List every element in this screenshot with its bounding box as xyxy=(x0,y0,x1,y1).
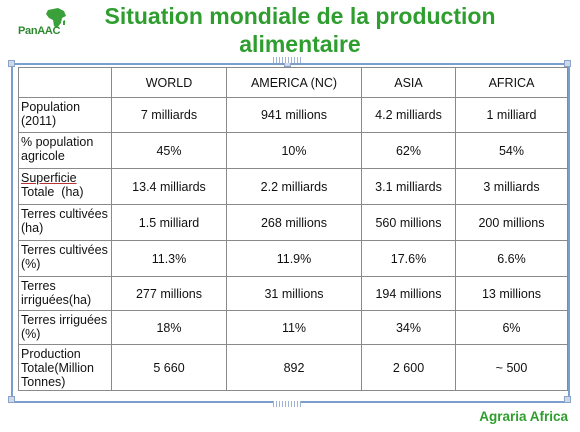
row-label: Terres cultivées (%) xyxy=(18,240,112,277)
resize-handle-bottom-right[interactable] xyxy=(564,396,571,403)
logo-text: PanAAC xyxy=(18,25,61,37)
page-title: Situation mondiale de la production alim… xyxy=(70,2,530,58)
table-cell: 2 600 xyxy=(361,344,456,391)
table-cell: 6.6% xyxy=(455,240,568,277)
table-row: Terres irriguées (%) 18% 11% 34% 6% xyxy=(18,310,568,345)
table-row: % population agricole 45% 10% 62% 54% xyxy=(18,132,568,169)
table-cell: 941 millions xyxy=(226,97,362,133)
table-cell: 11.9% xyxy=(226,240,362,277)
table-cell: 200 millions xyxy=(455,204,568,241)
table-row: Terres cultivées (ha) 1.5 milliard 268 mi… xyxy=(18,204,568,241)
column-header-africa: AFRICA xyxy=(455,67,568,98)
row-label: Superficie Totale (ha) xyxy=(18,168,112,205)
footer-brand: Agraria Africa xyxy=(479,409,568,424)
table-cell: 10% xyxy=(226,132,362,169)
table-cell: 1.5 milliard xyxy=(111,204,227,241)
table-cell: 62% xyxy=(361,132,456,169)
resize-handle-bottom-left[interactable] xyxy=(8,396,15,403)
resize-handle-top-right[interactable] xyxy=(564,60,571,67)
table-row: Production Totale(Million Tonnes) 5 660 89… xyxy=(18,344,568,391)
table-cell: 31 millions xyxy=(226,276,362,311)
resize-handle-top-left[interactable] xyxy=(8,60,15,67)
title-line-2: alimentaire xyxy=(239,31,361,57)
row-label: % population agricole xyxy=(18,132,112,169)
column-header-world: WORLD xyxy=(111,67,227,98)
table-row: Population (2011) 7 milliards 941 million… xyxy=(18,97,568,133)
frame-grip-bottom[interactable] xyxy=(273,401,301,407)
table-cell: 54% xyxy=(455,132,568,169)
table-cell: 11.3% xyxy=(111,240,227,277)
table-cell: 11% xyxy=(226,310,362,345)
table-row: Superficie Totale (ha) 13.4 milliards 2.2… xyxy=(18,168,568,205)
table-cell: 892 xyxy=(226,344,362,391)
table-cell: 13.4 milliards xyxy=(111,168,227,205)
table-cell: 4.2 milliards xyxy=(361,97,456,133)
table-corner-cell xyxy=(18,67,112,98)
table-cell: 17.6% xyxy=(361,240,456,277)
table-cell: 1 milliard xyxy=(455,97,568,133)
table-cell: 34% xyxy=(361,310,456,345)
table-cell: 2.2 milliards xyxy=(226,168,362,205)
table-cell: 3.1 milliards xyxy=(361,168,456,205)
title-line-1: Situation mondiale de la production xyxy=(104,3,496,29)
table-cell: 268 millions xyxy=(226,204,362,241)
row-label: Terres irriguées(ha) xyxy=(18,276,112,311)
frame-grip-top[interactable] xyxy=(273,57,301,63)
table-cell: 3 milliards xyxy=(455,168,568,205)
table-cell: 45% xyxy=(111,132,227,169)
row-label: Terres irriguées (%) xyxy=(18,310,112,345)
table-header-row: WORLD AMERICA (NC) ASIA AFRICA xyxy=(18,67,568,98)
table-cell: 5 660 xyxy=(111,344,227,391)
table-cell: 18% xyxy=(111,310,227,345)
row-label: Production Totale(Million Tonnes) xyxy=(18,344,112,391)
production-table: WORLD AMERICA (NC) ASIA AFRICA Populatio… xyxy=(18,67,568,391)
panaac-logo: PanAAC xyxy=(10,5,70,39)
table-row: Terres irriguées(ha) 277 millions 31 mill… xyxy=(18,276,568,311)
africa-map-icon xyxy=(46,8,66,28)
table-cell: 277 millions xyxy=(111,276,227,311)
table-cell: ~ 500 xyxy=(455,344,568,391)
table-cell: 6% xyxy=(455,310,568,345)
table-cell: 194 millions xyxy=(361,276,456,311)
table-cell: 13 millions xyxy=(455,276,568,311)
table-row: Terres cultivées (%) 11.3% 11.9% 17.6% 6.… xyxy=(18,240,568,277)
column-header-asia: ASIA xyxy=(361,67,456,98)
row-label: Population (2011) xyxy=(18,97,112,133)
table-cell: 7 milliards xyxy=(111,97,227,133)
row-label: Terres cultivées (ha) xyxy=(18,204,112,241)
table-cell: 560 millions xyxy=(361,204,456,241)
column-header-america: AMERICA (NC) xyxy=(226,67,362,98)
